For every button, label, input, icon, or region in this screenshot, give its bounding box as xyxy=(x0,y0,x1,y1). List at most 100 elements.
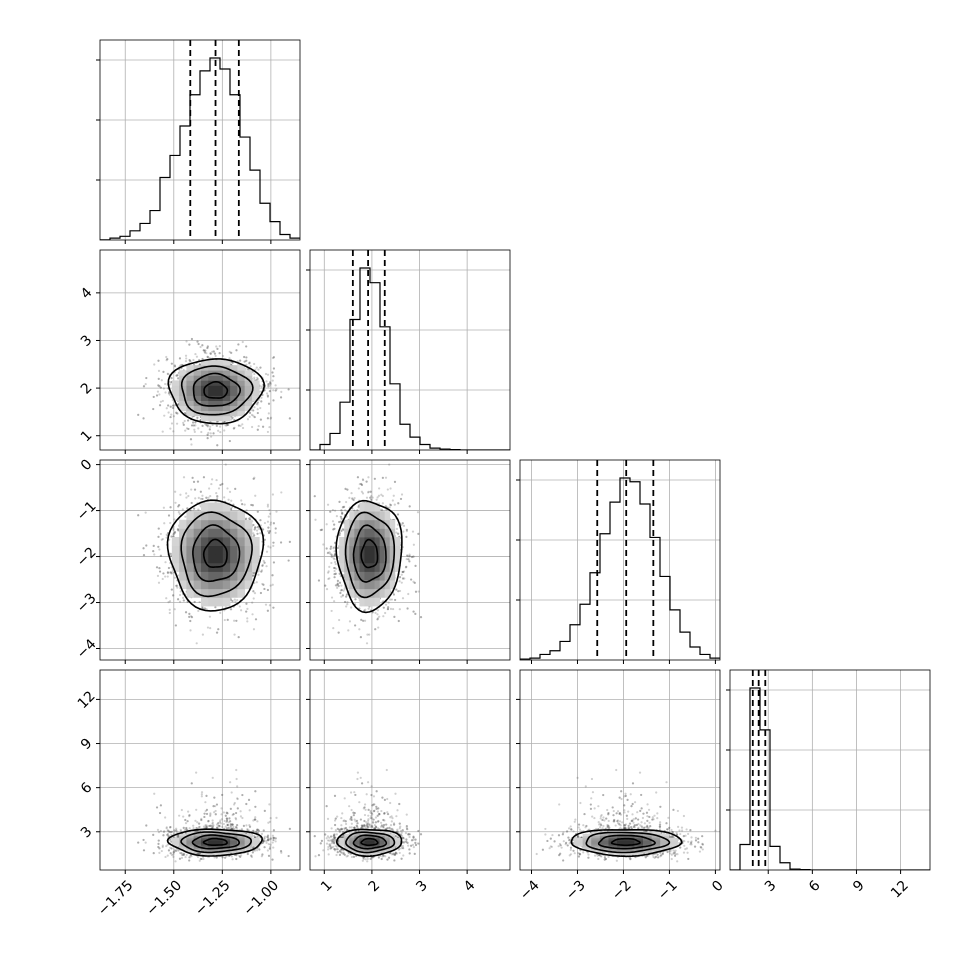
sample-point xyxy=(272,399,275,402)
sample-point xyxy=(261,564,264,567)
sample-point xyxy=(224,463,227,466)
sample-point xyxy=(217,429,220,432)
sample-point xyxy=(227,498,230,501)
sample-point xyxy=(184,515,187,518)
sample-point xyxy=(207,423,210,426)
sample-point xyxy=(226,618,229,621)
sample-point xyxy=(228,439,231,443)
sample-point xyxy=(142,553,146,557)
sample-point xyxy=(252,414,255,417)
density-cell xyxy=(251,380,260,386)
sample-point xyxy=(173,576,176,579)
sample-point xyxy=(177,377,180,380)
sample-point xyxy=(167,566,171,570)
sample-point xyxy=(259,366,262,369)
sample-point xyxy=(166,571,169,574)
sample-point xyxy=(304,376,306,378)
sample-point xyxy=(204,349,207,352)
sample-point xyxy=(246,607,249,610)
sample-point xyxy=(199,497,202,500)
sample-point xyxy=(170,362,173,365)
sample-point xyxy=(246,617,249,620)
density-cell xyxy=(200,400,209,407)
sample-point xyxy=(235,349,238,352)
sample-point xyxy=(210,435,213,438)
sample-point xyxy=(233,619,236,622)
sample-point xyxy=(248,362,251,365)
sample-point xyxy=(254,618,258,621)
sample-point xyxy=(165,597,168,600)
sample-point xyxy=(192,480,196,483)
sample-point xyxy=(252,628,256,631)
sample-point xyxy=(173,365,177,368)
sample-point xyxy=(169,383,172,386)
sample-point xyxy=(185,496,188,499)
sample-point xyxy=(201,605,204,609)
sample-point xyxy=(253,406,256,409)
sample-point xyxy=(304,570,306,572)
density-cell xyxy=(215,365,224,371)
sample-point xyxy=(237,636,240,639)
sample-point xyxy=(268,604,272,607)
sample-point xyxy=(237,424,240,427)
sample-point xyxy=(168,393,171,396)
sample-point xyxy=(266,417,270,420)
sample-point xyxy=(201,494,204,497)
sample-point xyxy=(262,583,265,586)
density-cell xyxy=(230,390,238,396)
panel-frame xyxy=(99,249,301,451)
sample-point xyxy=(234,487,237,491)
sample-point xyxy=(165,355,168,359)
sample-point xyxy=(226,423,229,427)
sample-point xyxy=(252,574,255,577)
sample-point xyxy=(268,390,271,393)
density-cell xyxy=(200,360,209,366)
density-cell xyxy=(237,400,246,407)
sample-point xyxy=(253,378,256,381)
sample-point xyxy=(205,352,208,355)
sample-point xyxy=(245,517,248,520)
sample-point xyxy=(271,371,274,374)
sample-point xyxy=(250,664,252,666)
sample-point xyxy=(266,430,270,434)
sample-point xyxy=(216,444,219,447)
density-cell xyxy=(186,395,195,401)
sample-point xyxy=(269,523,272,526)
sample-point xyxy=(230,351,233,354)
sample-point xyxy=(274,389,277,392)
sample-point xyxy=(142,417,145,420)
sample-point xyxy=(159,386,162,389)
sample-point xyxy=(258,527,261,531)
sample-point xyxy=(231,599,234,603)
sample-point xyxy=(280,491,283,494)
sample-point xyxy=(287,388,290,391)
sample-point xyxy=(206,346,209,350)
sample-point xyxy=(266,417,270,420)
sample-point xyxy=(256,401,259,404)
sample-point xyxy=(259,532,262,535)
sample-point xyxy=(153,553,156,556)
sample-point xyxy=(194,352,197,356)
sample-point xyxy=(267,402,271,405)
sample-point xyxy=(268,531,271,534)
sample-point xyxy=(167,566,171,570)
sample-point xyxy=(252,597,255,600)
sample-point xyxy=(145,376,148,380)
sample-point xyxy=(190,501,193,505)
sample-point xyxy=(178,600,182,603)
sample-point xyxy=(169,571,172,574)
sample-point xyxy=(170,422,174,425)
sample-point xyxy=(245,359,248,362)
sample-point xyxy=(271,356,275,360)
sample-point xyxy=(228,350,231,353)
sample-point xyxy=(175,584,178,587)
sample-point xyxy=(261,425,265,428)
sample-point xyxy=(152,550,155,553)
sample-point xyxy=(160,538,163,541)
sample-point xyxy=(172,594,175,597)
sample-point xyxy=(266,395,269,398)
sample-point xyxy=(172,415,175,418)
sample-point xyxy=(157,581,161,584)
sample-point xyxy=(256,526,259,529)
sample-point xyxy=(256,377,260,381)
